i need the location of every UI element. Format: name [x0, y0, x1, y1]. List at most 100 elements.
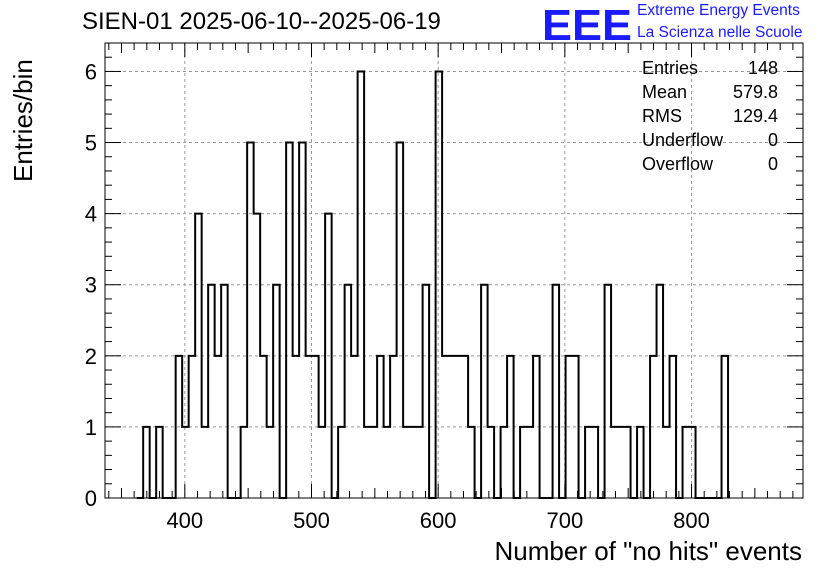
- histogram-bin-51: [468, 427, 474, 498]
- histogram-bin-1: [143, 427, 149, 498]
- y-tick-label-6: 6: [85, 59, 97, 84]
- histogram-bin-23: [286, 143, 292, 498]
- x-tick-label-400: 400: [166, 508, 203, 533]
- histogram-bin-46: [436, 71, 442, 498]
- histogram-bin-84: [683, 427, 689, 498]
- histogram-bin-44: [423, 285, 429, 498]
- logo-line-1: Extreme Energy Events: [637, 2, 800, 19]
- histogram-bin-27: [312, 356, 318, 498]
- histogram-bin-34: [358, 71, 364, 498]
- histogram-outline: [136, 70, 730, 499]
- histogram-bin-90: [722, 356, 728, 498]
- underflow-value: 0: [767, 130, 778, 150]
- mean-value: 579.8: [732, 82, 778, 102]
- entries-label: Entries: [642, 58, 699, 78]
- histogram-bin-25: [299, 143, 305, 498]
- stats-row-rms: RMS 129.4: [638, 106, 782, 130]
- y-tick-label-2: 2: [85, 344, 97, 369]
- histogram-bin-37: [377, 356, 383, 498]
- histogram-bin-73: [611, 427, 617, 498]
- histogram-bin-69: [585, 427, 591, 498]
- histogram-bin-16: [241, 427, 247, 498]
- rms-label: RMS: [642, 106, 682, 126]
- overflow-value: 0: [767, 154, 778, 174]
- histogram-bin-53: [481, 285, 487, 498]
- histogram-bin-60: [527, 427, 533, 498]
- histogram-bin-50: [462, 356, 468, 498]
- y-tick-label-1: 1: [85, 415, 97, 440]
- histogram-bin-64: [553, 285, 559, 498]
- x-tick-label-500: 500: [293, 508, 330, 533]
- chart-title: SIEN-01 2025-06-10--2025-06-19: [82, 8, 441, 35]
- histogram-bin-7: [182, 427, 188, 498]
- histogram-bin-11: [208, 285, 214, 498]
- histogram-bin-9: [195, 214, 201, 498]
- histogram-bin-35: [364, 427, 370, 498]
- x-tick-label-700: 700: [546, 508, 583, 533]
- histogram-bin-41: [403, 427, 409, 498]
- histogram-bin-47: [442, 356, 448, 498]
- histogram-bin-54: [488, 427, 494, 498]
- histogram-bin-21: [273, 285, 279, 498]
- histogram-bin-49: [455, 356, 461, 498]
- logo-text: EEE: [542, 2, 632, 46]
- tick-labels: 400 500 600 700 800 0 1 2 3 4 5 6: [85, 59, 710, 533]
- histogram-bin-32: [345, 285, 351, 498]
- histogram-bin-24: [293, 356, 299, 498]
- histogram-bin-79: [650, 356, 656, 498]
- histogram-bin-72: [605, 285, 611, 498]
- histogram-bin-57: [507, 356, 513, 498]
- stats-row-mean: Mean 579.8: [638, 82, 782, 106]
- histogram-bin-81: [663, 427, 669, 498]
- overflow-label: Overflow: [642, 154, 714, 174]
- histogram-bin-13: [221, 285, 227, 498]
- x-tick-label-800: 800: [673, 508, 710, 533]
- stats-box: Entries 148 Mean 579.8 RMS 129.4 Underfl…: [638, 58, 782, 178]
- histogram-bin-26: [306, 356, 312, 498]
- y-tick-label-3: 3: [85, 273, 97, 298]
- histogram-bin-12: [215, 356, 221, 498]
- histogram-bins: [136, 70, 730, 499]
- y-tick-label-4: 4: [85, 202, 97, 227]
- eee-logo-icon: EEE: [542, 2, 632, 46]
- histogram-bin-8: [189, 356, 195, 498]
- histogram-bin-20: [267, 427, 273, 498]
- histogram-bin-59: [520, 427, 526, 498]
- histogram-bin-75: [624, 427, 630, 498]
- x-axis-title: Number of "no hits" events: [494, 536, 803, 566]
- histogram-bin-19: [260, 356, 266, 498]
- histogram-bin-36: [371, 427, 377, 498]
- y-tick-label-0: 0: [85, 486, 97, 511]
- histogram-bin-61: [533, 356, 539, 498]
- histogram-bin-29: [325, 214, 331, 498]
- x-tick-label-600: 600: [420, 508, 457, 533]
- histogram-bin-3: [156, 427, 162, 498]
- rms-value: 129.4: [732, 106, 778, 126]
- histogram-bin-31: [338, 427, 344, 498]
- histogram-bin-18: [254, 214, 260, 498]
- histogram-bin-17: [247, 143, 253, 498]
- stats-row-underflow: Underflow 0: [638, 130, 782, 154]
- histogram-bin-33: [351, 356, 357, 498]
- histogram-bin-40: [397, 143, 403, 498]
- mean-label: Mean: [642, 82, 688, 102]
- histogram-bin-38: [384, 427, 390, 498]
- histogram-bin-48: [449, 356, 455, 498]
- underflow-label: Underflow: [642, 130, 724, 150]
- histogram-bin-82: [670, 356, 676, 498]
- y-axis-title: Entries/bin: [8, 59, 38, 182]
- histogram-bin-42: [410, 427, 416, 498]
- histogram-bin-74: [618, 427, 624, 498]
- histogram-bin-70: [592, 427, 598, 498]
- histogram-bin-77: [637, 427, 643, 498]
- axes: [104, 42, 804, 499]
- histogram-bin-43: [416, 427, 422, 498]
- histogram-bin-39: [390, 356, 396, 498]
- histogram-bin-56: [501, 427, 507, 498]
- histogram-bin-66: [566, 356, 572, 498]
- histogram-bin-85: [689, 427, 695, 498]
- histogram-bin-67: [572, 356, 578, 498]
- histogram-bin-10: [202, 427, 208, 498]
- histogram-bin-6: [176, 356, 182, 498]
